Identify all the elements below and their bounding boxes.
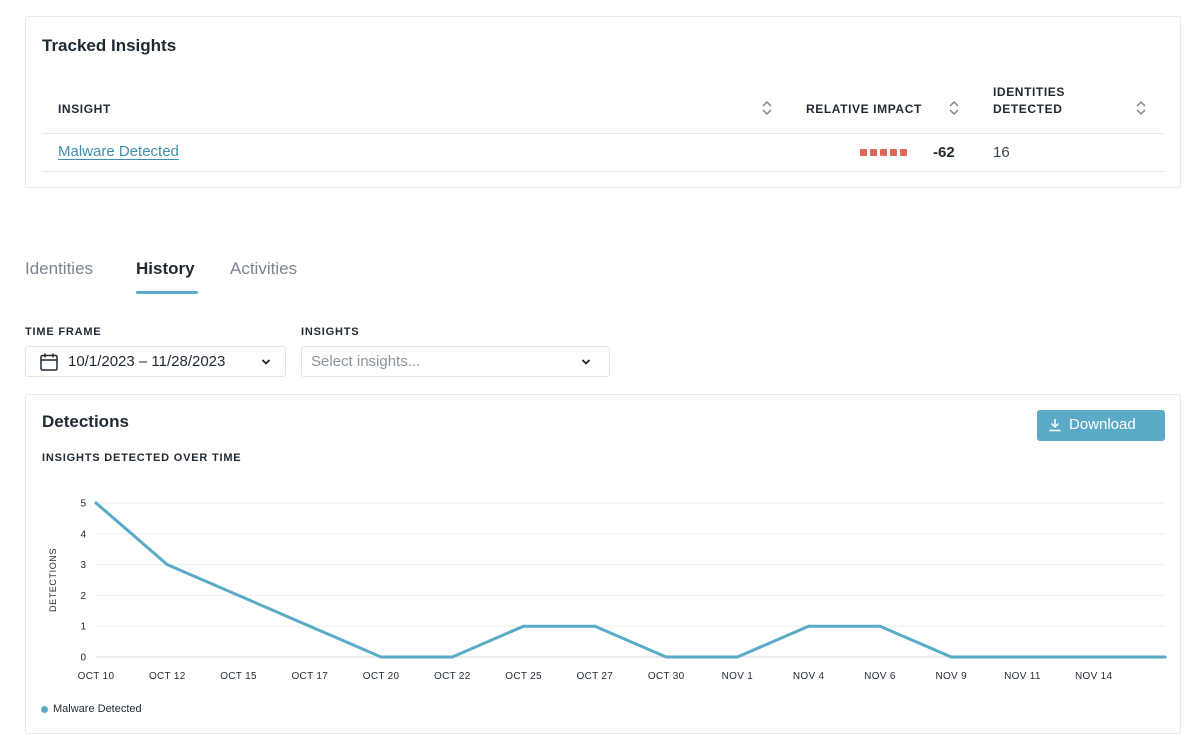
- active-tab-indicator: [136, 291, 198, 294]
- x-tick-label: NOV 9: [935, 671, 967, 682]
- series-line-malware-detected: [94, 501, 1167, 659]
- tab-history[interactable]: History: [136, 259, 195, 278]
- sort-icon[interactable]: [948, 99, 960, 117]
- y-tick-label: 1: [80, 622, 86, 633]
- identities-detected-value: 16: [993, 144, 1010, 161]
- sort-icon[interactable]: [1135, 99, 1147, 117]
- data-point: [1092, 655, 1096, 659]
- impact-dot: [890, 149, 897, 156]
- legend-swatch: [41, 705, 48, 713]
- download-button-label: Download: [1069, 416, 1136, 433]
- data-point: [807, 624, 811, 628]
- insights-select-placeholder: Select insights...: [311, 353, 421, 370]
- insights-filter-label: INSIGHTS: [301, 326, 360, 338]
- relative-impact-indicator: [860, 149, 907, 156]
- impact-dot: [900, 149, 907, 156]
- calendar-icon: [40, 353, 58, 371]
- data-point: [1163, 655, 1167, 659]
- chart-title: INSIGHTS DETECTED OVER TIME: [42, 452, 242, 464]
- chevron-down-icon: [581, 359, 591, 365]
- data-point: [237, 593, 241, 597]
- data-point: [878, 624, 882, 628]
- x-tick-label: OCT 20: [363, 671, 400, 682]
- impact-dot: [860, 149, 867, 156]
- data-point: [949, 655, 953, 659]
- relative-impact-value: -62: [933, 144, 955, 161]
- detections-title: Detections: [42, 412, 129, 431]
- x-tick-label: OCT 22: [434, 671, 471, 682]
- chart-legend: Malware Detected: [41, 703, 142, 715]
- tab-activities[interactable]: Activities: [230, 259, 298, 278]
- impact-dot: [870, 149, 877, 156]
- y-axis-label: DETECTIONS: [48, 548, 58, 612]
- data-point: [450, 655, 454, 659]
- x-tick-label: NOV 11: [1004, 671, 1041, 682]
- insight-link-malware-detected[interactable]: Malware Detected: [58, 143, 179, 160]
- download-button[interactable]: Download: [1037, 410, 1165, 441]
- y-tick-label: 3: [80, 560, 86, 571]
- x-tick-label: NOV 1: [722, 671, 754, 682]
- table-row-divider: [42, 171, 1164, 172]
- x-tick-label: OCT 30: [648, 671, 685, 682]
- column-header-identities-line2: DETECTED: [993, 102, 1063, 116]
- column-header-insight[interactable]: INSIGHT: [58, 102, 111, 116]
- data-point: [94, 501, 98, 505]
- time-frame-picker[interactable]: 10/1/2023 – 11/28/2023: [25, 346, 286, 377]
- tracked-insights-card: Tracked Insights INSIGHT RELATIVE IMPACT…: [25, 16, 1181, 188]
- time-frame-label: TIME FRAME: [25, 326, 102, 338]
- x-tick-label: OCT 27: [577, 671, 614, 682]
- legend-label: Malware Detected: [53, 703, 142, 715]
- chevron-down-icon: [261, 359, 271, 365]
- download-icon: [1049, 419, 1061, 432]
- column-header-relative-impact[interactable]: RELATIVE IMPACT: [806, 102, 922, 116]
- x-tick-label: OCT 17: [291, 671, 328, 682]
- detections-line-chart: 0 1 2 3 4 5 DETECTIONS OCT 10 OCT 12 OCT 15 OCT 17…: [48, 499, 1167, 682]
- y-tick-label: 4: [80, 529, 86, 540]
- data-point: [522, 624, 526, 628]
- data-point: [593, 624, 597, 628]
- data-point: [664, 655, 668, 659]
- insights-select[interactable]: Select insights...: [301, 346, 610, 377]
- data-point: [308, 624, 312, 628]
- tab-identities[interactable]: Identities: [25, 259, 94, 278]
- column-header-identities-detected[interactable]: IDENTITIES DETECTED: [993, 84, 1065, 118]
- x-tick-label: OCT 10: [78, 671, 115, 682]
- time-frame-value: 10/1/2023 – 11/28/2023: [68, 353, 226, 370]
- detections-card: Detections Download INSIGHTS DETECTED OV…: [25, 394, 1181, 734]
- tracked-insights-title: Tracked Insights: [42, 36, 177, 55]
- y-tick-label: 0: [80, 653, 86, 664]
- y-tick-label: 2: [80, 591, 86, 602]
- data-point: [379, 655, 383, 659]
- data-point: [1020, 655, 1024, 659]
- y-tick-label: 5: [80, 499, 86, 510]
- impact-dot: [880, 149, 887, 156]
- x-tick-label: OCT 15: [220, 671, 257, 682]
- table-header-divider: [42, 133, 1164, 134]
- x-tick-label: OCT 25: [505, 671, 542, 682]
- x-tick-label: OCT 12: [149, 671, 186, 682]
- x-tick-label: NOV 14: [1075, 671, 1113, 682]
- sort-icon[interactable]: [761, 99, 773, 117]
- data-point: [735, 655, 739, 659]
- data-point: [165, 563, 169, 567]
- column-header-identities-line1: IDENTITIES: [993, 85, 1066, 99]
- x-tick-label: NOV 6: [864, 671, 896, 682]
- x-tick-label: NOV 4: [793, 671, 825, 682]
